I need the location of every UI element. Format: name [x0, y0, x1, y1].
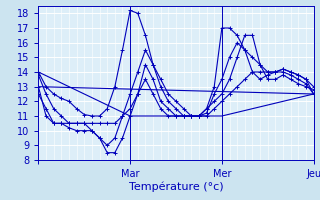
X-axis label: Température (°c): Température (°c) [129, 182, 223, 192]
